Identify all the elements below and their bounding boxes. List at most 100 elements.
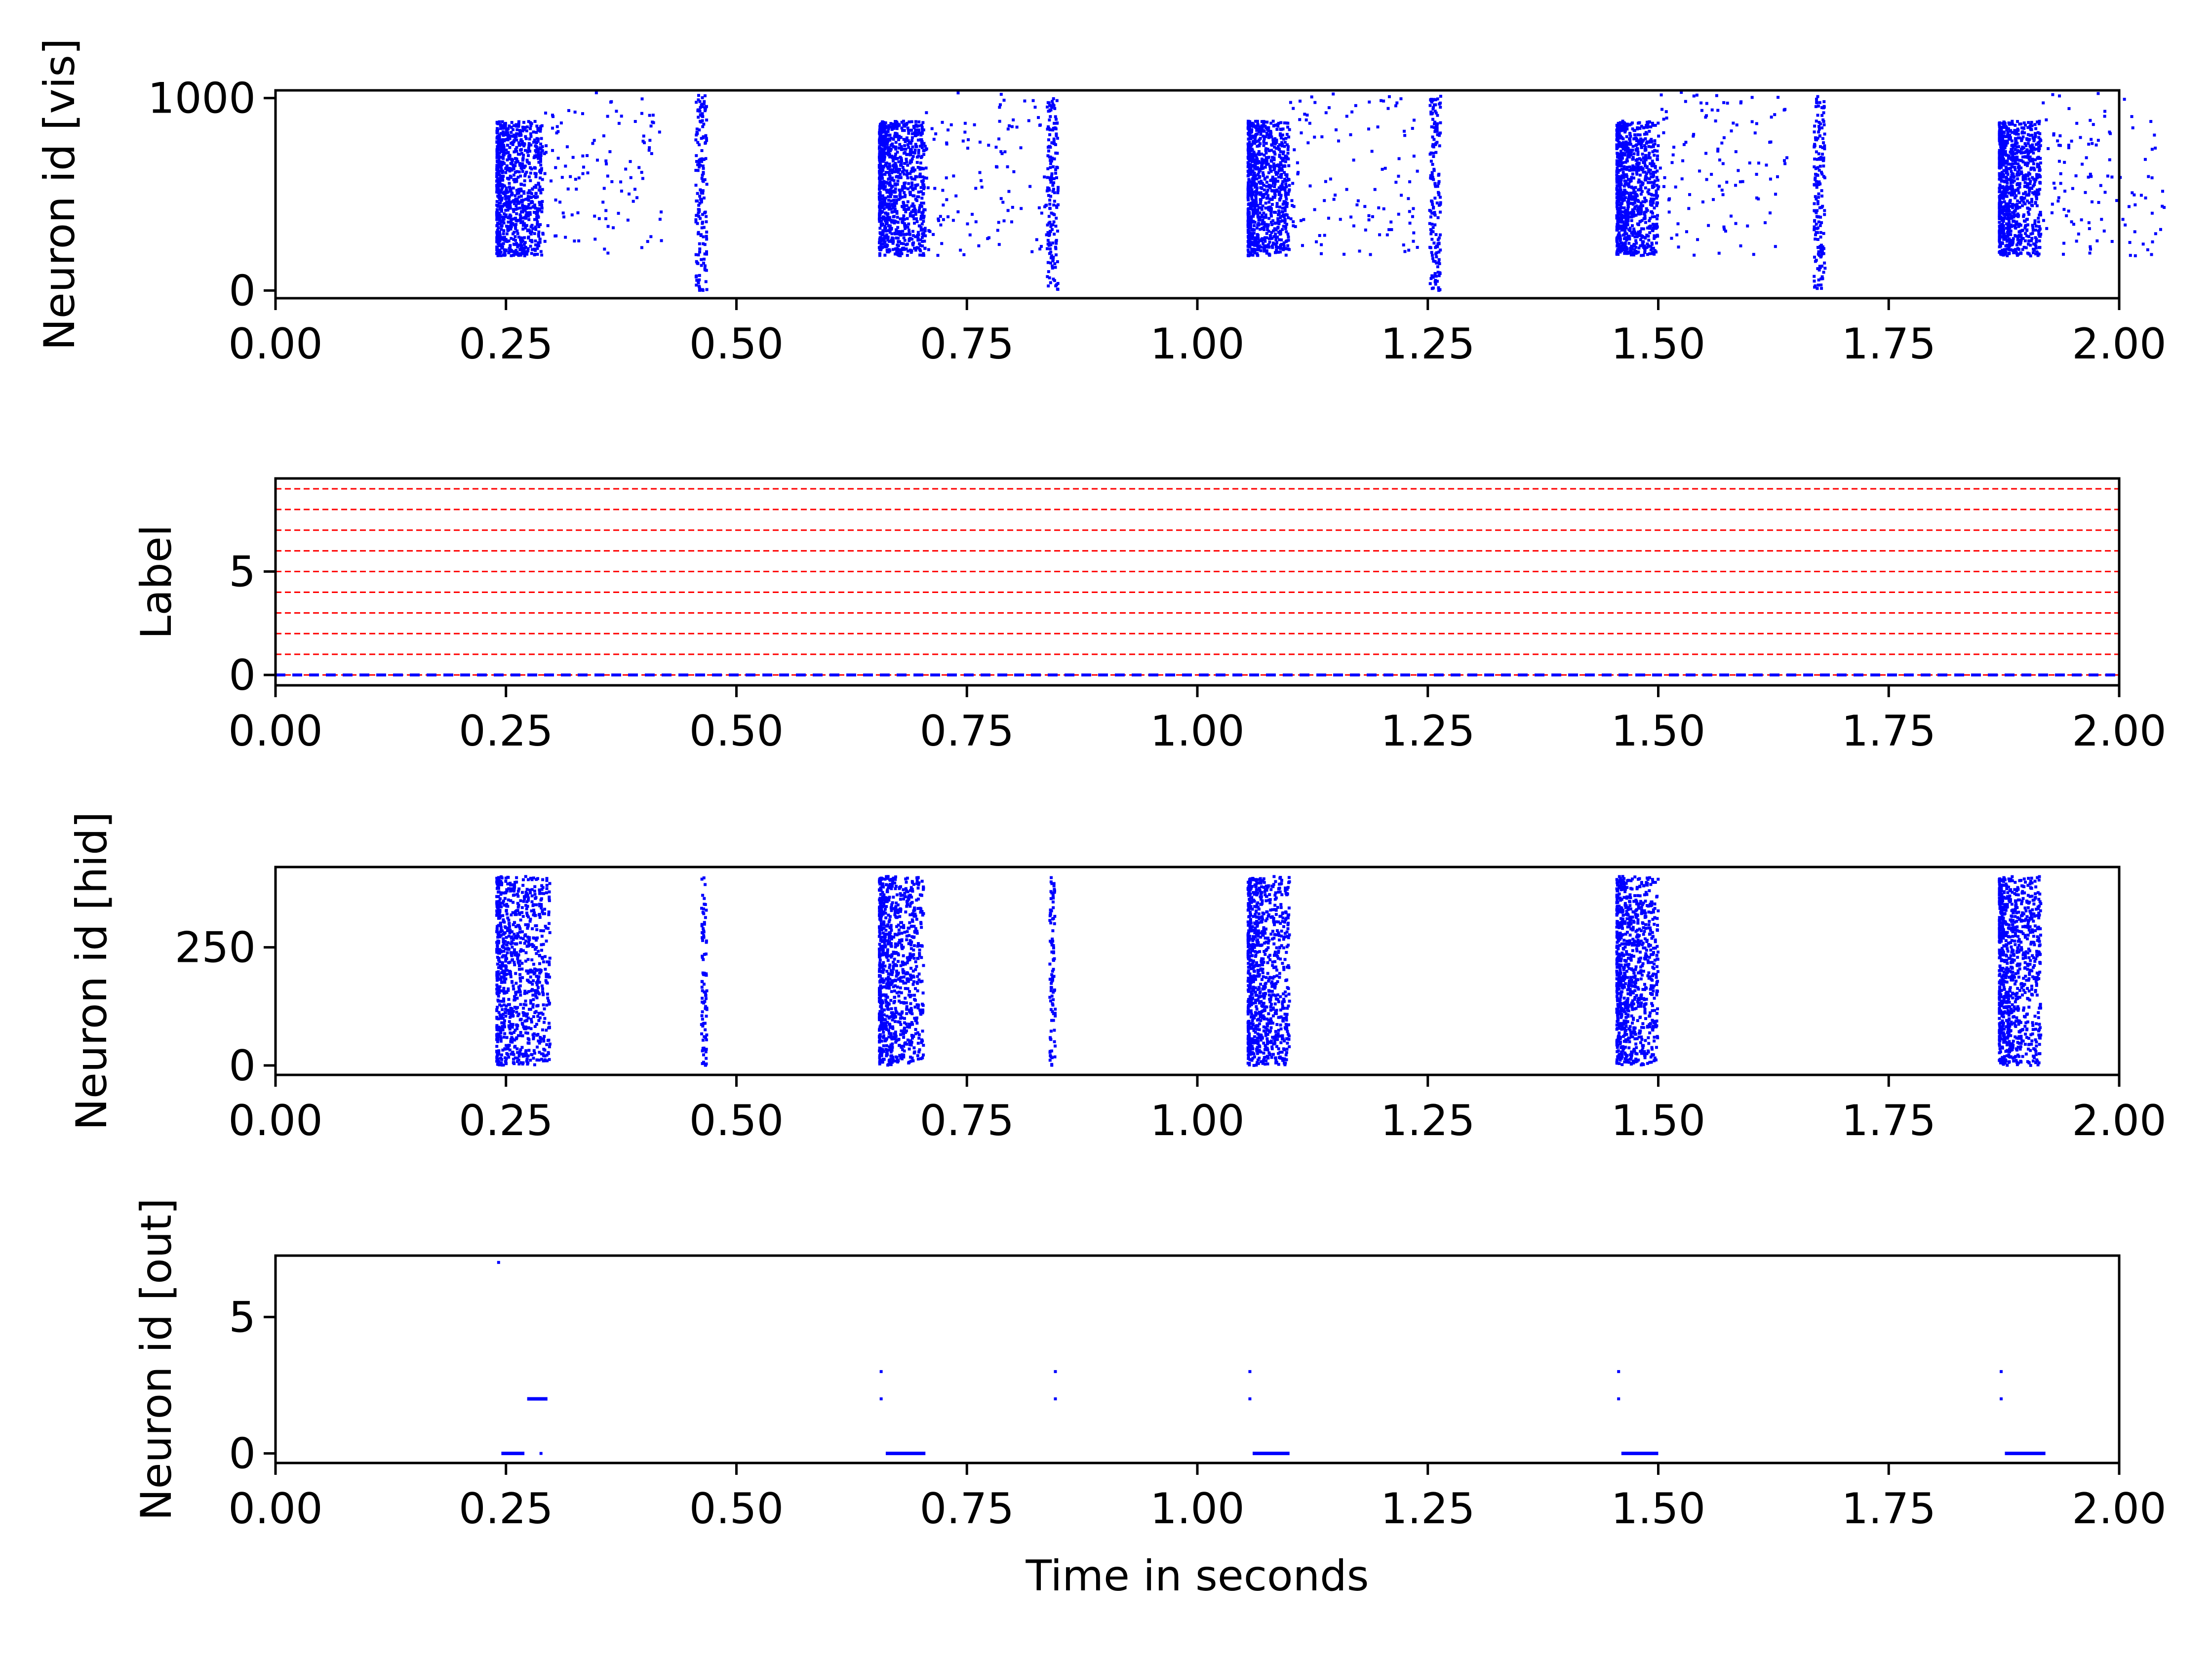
spike-point — [912, 204, 916, 208]
spike-point — [2032, 177, 2035, 181]
spike-point — [1280, 167, 1283, 170]
spike-point — [595, 158, 599, 162]
spike-point — [920, 253, 924, 257]
spike-point — [883, 185, 887, 189]
spike-point — [1653, 237, 1656, 240]
spike-point — [2028, 172, 2031, 176]
spike-point — [2027, 242, 2030, 246]
spike-point — [504, 171, 508, 174]
spike-point — [1367, 218, 1371, 222]
spike-point — [914, 131, 918, 135]
spike-point — [497, 145, 501, 148]
spike-point — [2013, 165, 2016, 169]
spike-point — [539, 160, 542, 163]
spike-point — [1368, 100, 1371, 104]
spike-point — [506, 208, 510, 212]
spike-point — [1286, 152, 1290, 155]
spike-point — [2024, 144, 2028, 148]
spike-point — [581, 172, 585, 175]
spike-point — [1254, 154, 1258, 157]
spike-point — [917, 224, 921, 228]
spike-point — [538, 200, 541, 204]
spike-point — [2005, 195, 2009, 198]
spike-point — [1275, 248, 1278, 252]
spike-point — [1631, 195, 1635, 198]
spike-point — [1626, 178, 1630, 181]
spike-point — [899, 231, 903, 234]
spike-point — [1615, 201, 1619, 205]
spike-point — [1267, 126, 1270, 129]
spike-point — [516, 243, 519, 246]
spike-point — [521, 224, 525, 227]
spike-point — [2004, 252, 2007, 256]
spike-point — [1408, 210, 1411, 213]
spike-point — [1267, 171, 1270, 174]
spike-point — [1630, 245, 1634, 248]
spike-point — [900, 157, 903, 160]
spike-point — [512, 186, 515, 190]
spike-point — [523, 236, 526, 239]
spike-point — [878, 193, 882, 197]
spike-point — [941, 120, 944, 124]
spike-point — [1287, 238, 1290, 242]
spike-point — [569, 175, 572, 178]
spike-point — [1251, 182, 1254, 186]
spike-point — [1653, 154, 1656, 157]
spike-point — [966, 147, 970, 150]
spike-point — [925, 147, 928, 151]
spike-point — [1254, 190, 1257, 194]
spike-point — [895, 212, 899, 215]
spike-point — [516, 160, 519, 163]
spike-point — [2031, 224, 2034, 227]
spike-point — [501, 138, 505, 141]
spike-point — [918, 166, 922, 169]
spike-point — [617, 121, 621, 125]
spike-point — [2036, 251, 2039, 255]
spike-point — [1376, 125, 1380, 129]
spike-point — [2077, 232, 2080, 236]
spike-point — [1262, 144, 1265, 147]
spike-point — [1618, 177, 1621, 180]
spike-point — [574, 178, 577, 181]
spike-point — [1626, 213, 1630, 216]
spike-point — [913, 151, 916, 155]
spike-point — [1641, 153, 1644, 156]
spike-point — [1616, 244, 1619, 248]
spike-point — [910, 204, 913, 208]
spike-point — [885, 235, 888, 238]
spike-point — [878, 201, 882, 204]
spike-point — [890, 178, 893, 181]
spike-point — [593, 237, 597, 241]
spike-point — [530, 230, 533, 234]
spike-point — [1278, 191, 1281, 194]
spike-point — [498, 230, 502, 234]
spike-point — [905, 204, 908, 207]
spike-point — [903, 152, 906, 155]
spike-point — [527, 144, 531, 148]
spike-point — [891, 168, 895, 172]
spike-point — [1263, 215, 1266, 219]
spike-point — [1364, 228, 1367, 232]
spike-point — [911, 151, 915, 154]
spike-point — [2002, 146, 2006, 150]
spike-point — [2031, 226, 2035, 229]
spike-point — [517, 236, 520, 239]
spike-point — [2026, 133, 2030, 136]
spike-point — [884, 197, 887, 200]
spike-point — [516, 232, 519, 236]
spike-point — [896, 237, 900, 240]
spike-point — [2035, 196, 2038, 199]
spike-point — [2031, 229, 2035, 232]
spike-point — [2017, 235, 2020, 238]
spike-point — [1246, 195, 1250, 198]
spike-point — [1259, 182, 1262, 185]
spike-point — [1622, 184, 1626, 188]
spike-point — [520, 140, 524, 143]
spike-point — [1269, 159, 1273, 162]
spike-point — [1619, 179, 1622, 182]
spike-point — [526, 160, 529, 163]
spike-point — [1257, 206, 1261, 209]
spike-point — [900, 126, 904, 130]
spike-point — [890, 155, 894, 158]
spike-point — [496, 217, 500, 220]
